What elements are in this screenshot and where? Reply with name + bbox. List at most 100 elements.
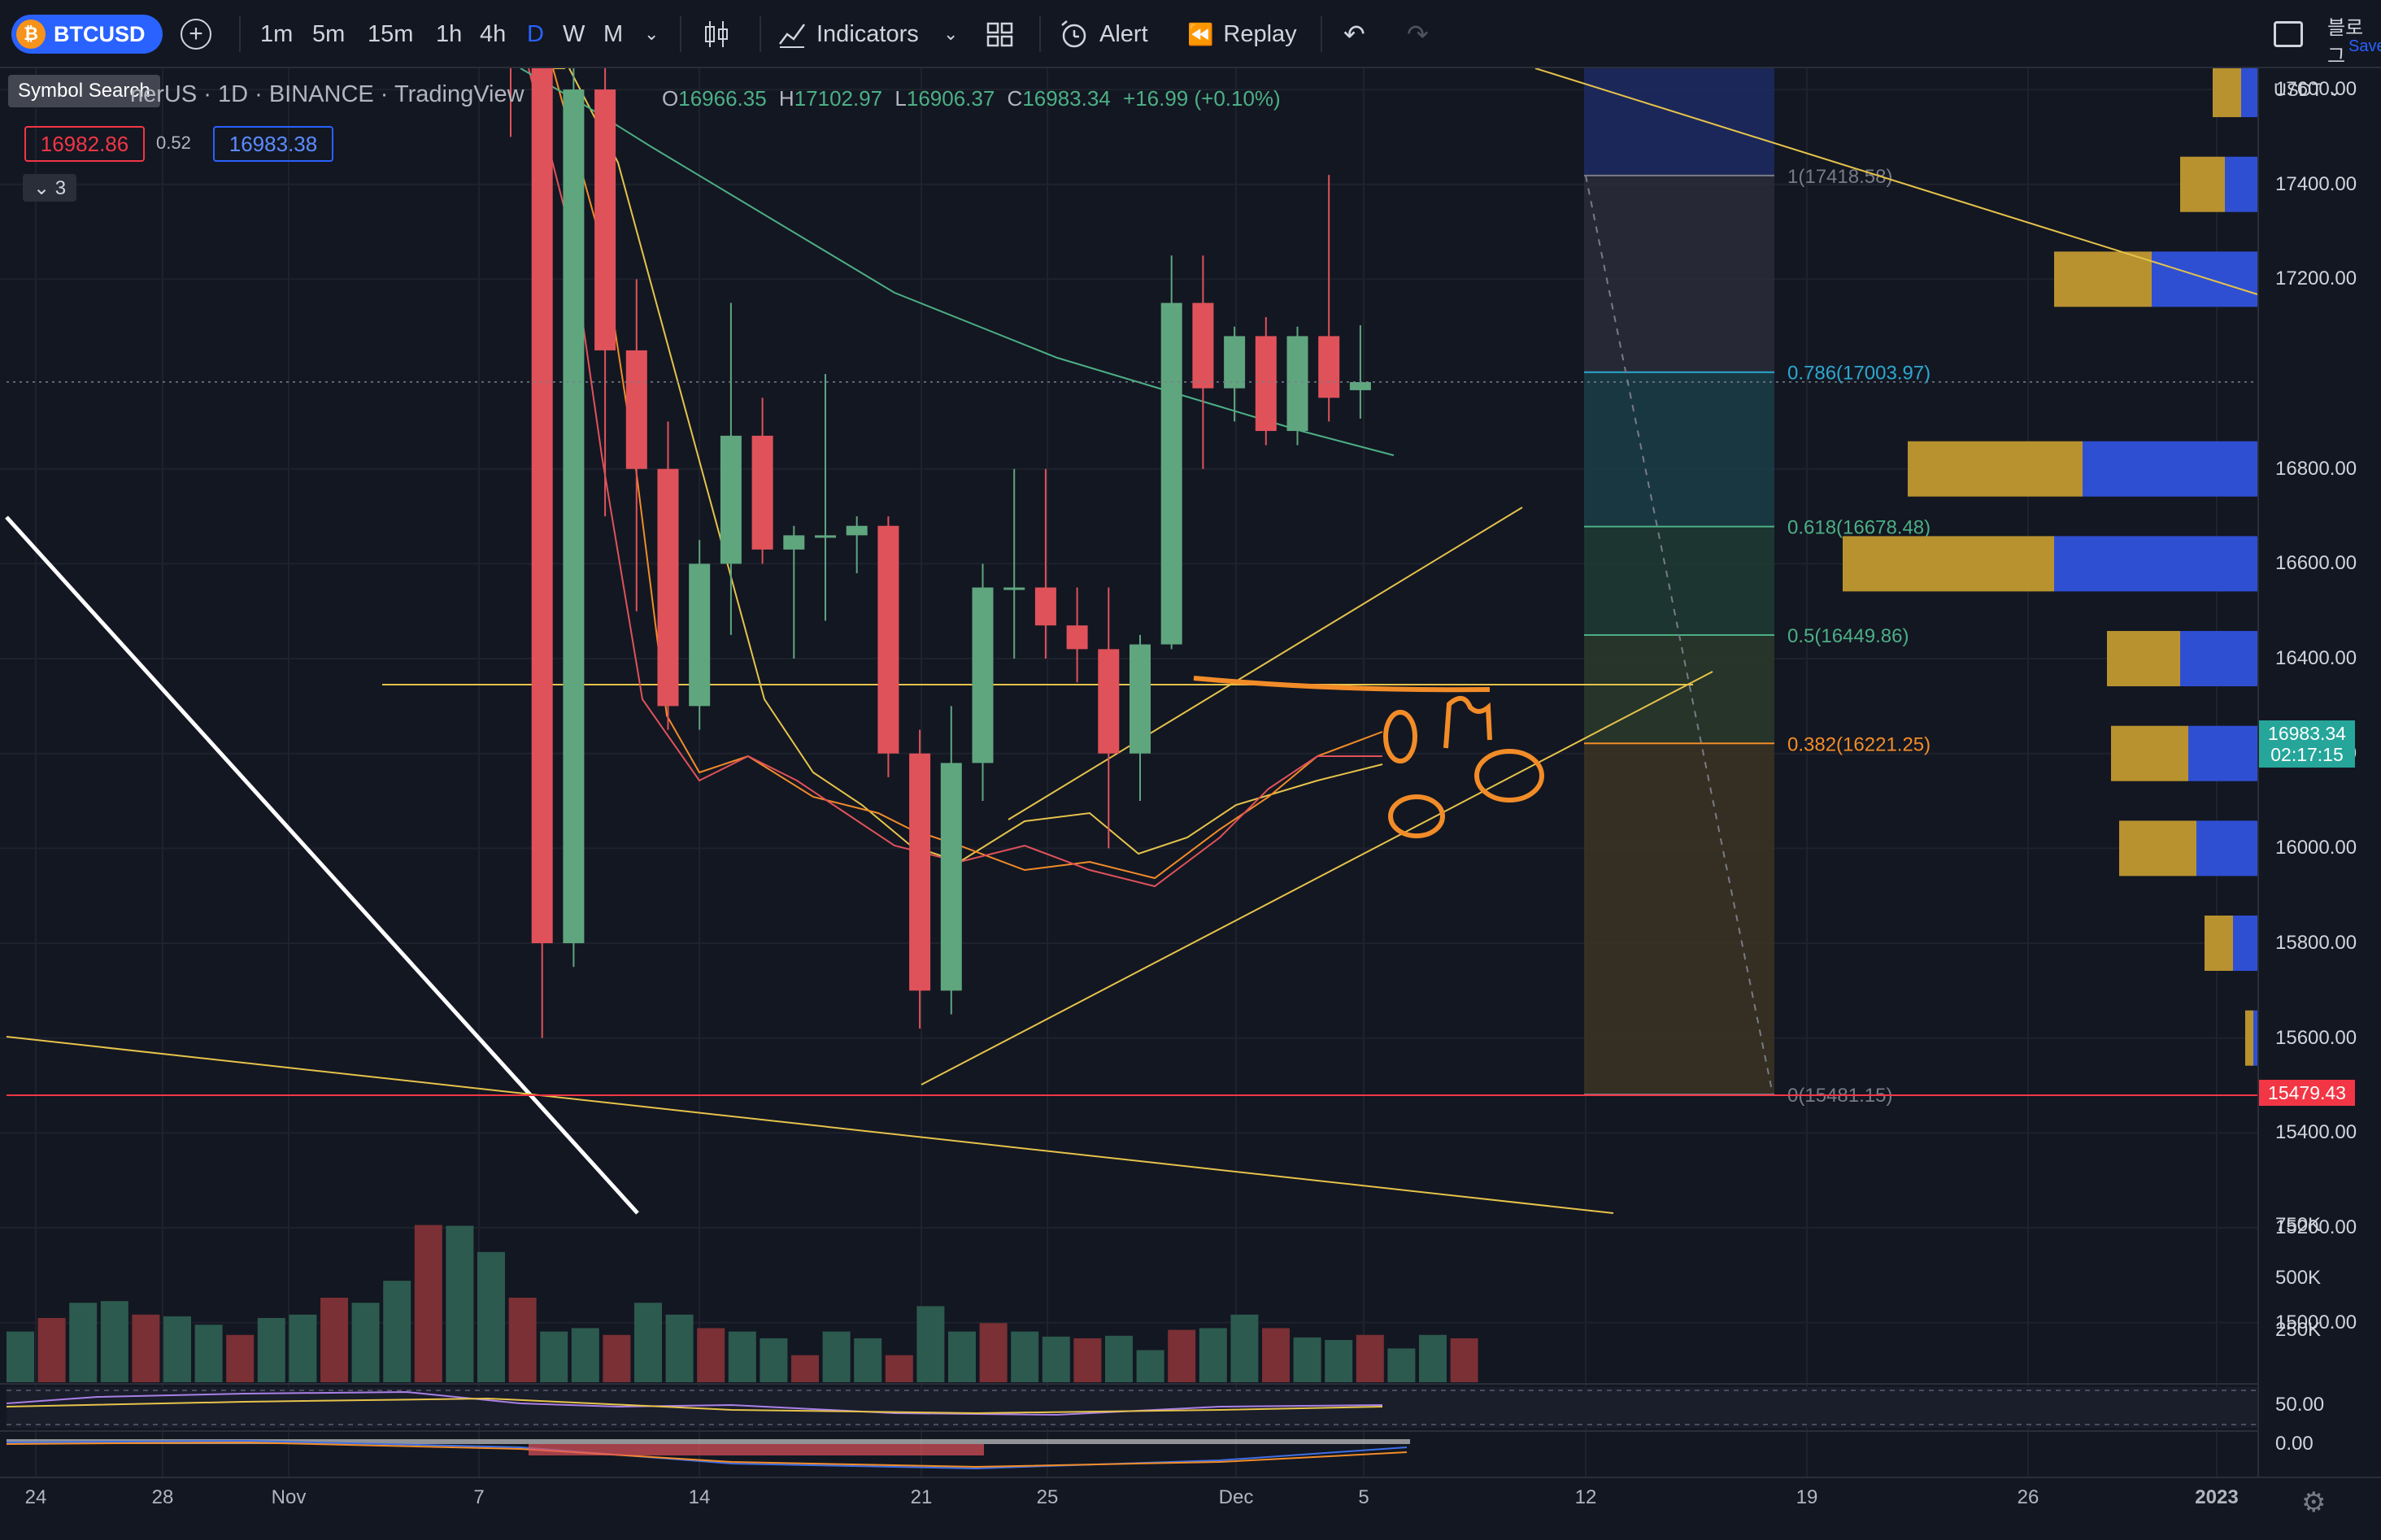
- yellow-trend-line: [1534, 67, 2258, 295]
- volume-bar: [383, 1281, 411, 1382]
- volume-profile-down: [2225, 156, 2257, 212]
- macd-line: [6, 1439, 1408, 1470]
- pane-tick-label: 250K: [2275, 1319, 2322, 1341]
- time-tick-label: 26: [2017, 1486, 2039, 1508]
- symbol-selector[interactable]: ₿ BTCUSD: [11, 15, 163, 54]
- spread-value: 0.52: [156, 133, 191, 153]
- fib-label: 1(17418.58): [1787, 166, 1892, 188]
- change-value: +16.99 (+0.10%): [1123, 86, 1281, 111]
- volume-profile-up: [2245, 1010, 2253, 1066]
- candle-body: [1349, 381, 1371, 390]
- candle-body: [940, 763, 962, 991]
- volume-bar: [540, 1331, 568, 1382]
- pane-tick-label: 500K: [2275, 1267, 2322, 1289]
- pane-tick-label: 0.00: [2275, 1433, 2314, 1455]
- volume-bar: [7, 1331, 34, 1382]
- fib-trend-line: [1585, 175, 1774, 1095]
- time-tick-label: 7: [473, 1486, 485, 1508]
- volume-profile-up: [2213, 62, 2241, 118]
- time-tick-label: 5: [1358, 1486, 1369, 1508]
- time-tick-label: 19: [1796, 1486, 1818, 1508]
- candle-body: [1255, 336, 1277, 432]
- volume-profile-up: [2180, 156, 2225, 212]
- candle-body: [909, 753, 931, 991]
- chart-legend-title: nerUS · 1D · BINANCE · TradingView: [130, 81, 525, 107]
- volume-bar: [1042, 1336, 1070, 1382]
- symbol-search-tooltip: Symbol Search: [8, 75, 160, 107]
- interval-5m[interactable]: 5m: [312, 20, 346, 47]
- interval-1m[interactable]: 1m: [260, 20, 294, 47]
- volume-profile-up: [1908, 441, 2083, 497]
- fib-label: 0.618(16678.48): [1787, 517, 1930, 539]
- volume-profile-down: [2180, 631, 2257, 687]
- add-symbol-button[interactable]: +: [181, 0, 211, 68]
- price-tick-label: 16400.00: [2275, 647, 2357, 670]
- volume-bar: [446, 1225, 474, 1382]
- annotation-circle: [1474, 749, 1544, 803]
- oscillator-pane: [7, 1387, 2257, 1428]
- volume-bar: [1073, 1338, 1102, 1382]
- buy-price-button[interactable]: 16983.38: [213, 126, 333, 162]
- candles-icon: [705, 21, 728, 47]
- time-tick-label: 24: [24, 1486, 47, 1508]
- interval-d[interactable]: D: [527, 20, 544, 47]
- chevron-down-icon[interactable]: ⌄: [644, 24, 659, 44]
- blog-label[interactable]: 블로그: [2327, 17, 2364, 67]
- volume-bar: [1450, 1338, 1478, 1382]
- volume-bar: [948, 1331, 976, 1382]
- volume-bar: [257, 1317, 285, 1382]
- candle-style-button[interactable]: [703, 0, 730, 68]
- volume-bar: [728, 1331, 756, 1382]
- redo-icon[interactable]: ↷: [1407, 20, 1429, 49]
- candle-body: [689, 563, 711, 707]
- volume-profile-down: [2188, 725, 2257, 781]
- macd-histogram-negative: [529, 1444, 984, 1455]
- candle-body: [1066, 625, 1088, 650]
- collapse-indicators-button[interactable]: ⌄ 3: [23, 174, 76, 202]
- volume-bar: [1293, 1337, 1321, 1382]
- replay-button[interactable]: ⏪ Replay: [1187, 20, 1297, 47]
- layouts-button[interactable]: [986, 0, 1015, 68]
- volume-bar: [697, 1328, 725, 1382]
- time-tick-label: 21: [910, 1486, 933, 1508]
- candle-body: [1098, 649, 1120, 754]
- chevron-down-icon[interactable]: ⌄: [943, 24, 959, 44]
- volume-bar: [854, 1338, 882, 1382]
- indicators-button[interactable]: Indicators: [777, 0, 919, 68]
- fullscreen-icon[interactable]: [2274, 21, 2303, 47]
- price-tick-label: 16600.00: [2275, 552, 2357, 575]
- volume-bar: [979, 1323, 1008, 1382]
- time-axis[interactable]: 24 28 Nov 7 14 21 25 Dec 5 12 19 26 2023: [0, 1477, 2381, 1540]
- time-tick-label: 12: [1574, 1486, 1597, 1508]
- time-tick-label: 25: [1036, 1486, 1059, 1508]
- time-tick-label: Dec: [1218, 1486, 1254, 1508]
- interval-15m[interactable]: 15m: [368, 20, 414, 47]
- interval-1h[interactable]: 1h: [436, 20, 463, 47]
- volume-bar: [1262, 1328, 1290, 1382]
- interval-4h[interactable]: 4h: [480, 20, 507, 47]
- volume-bar: [1168, 1329, 1196, 1382]
- sell-price-button[interactable]: 16982.86: [24, 126, 145, 162]
- gear-icon[interactable]: ⚙: [2301, 1487, 2327, 1518]
- candle-body: [625, 350, 647, 469]
- save-link[interactable]: Save: [2348, 37, 2381, 55]
- alert-button[interactable]: Alert: [1059, 0, 1148, 68]
- price-axis[interactable]: USDT ⌄ 19600.0019400.0019200.0019000.001…: [2257, 0, 2381, 1477]
- volume-bar: [1387, 1348, 1416, 1382]
- volume-bar: [1199, 1328, 1227, 1382]
- volume-bar: [37, 1317, 66, 1382]
- ma-red: [528, 67, 1382, 888]
- volume-bar: [1136, 1350, 1164, 1382]
- interval-w[interactable]: W: [563, 20, 585, 47]
- volume-bar: [226, 1334, 255, 1382]
- time-tick-label: 14: [688, 1486, 711, 1508]
- fib-band: [1584, 743, 1774, 1094]
- undo-icon[interactable]: ↶: [1343, 20, 1365, 49]
- interval-m[interactable]: M: [603, 20, 624, 47]
- annotation-stroke: [1443, 696, 1492, 749]
- volume-profile-down: [2196, 820, 2257, 877]
- volume-profile-down: [2083, 441, 2257, 497]
- currency-selector[interactable]: USDT ⌄: [2274, 80, 2343, 100]
- price-tick-label: 16800.00: [2275, 457, 2357, 480]
